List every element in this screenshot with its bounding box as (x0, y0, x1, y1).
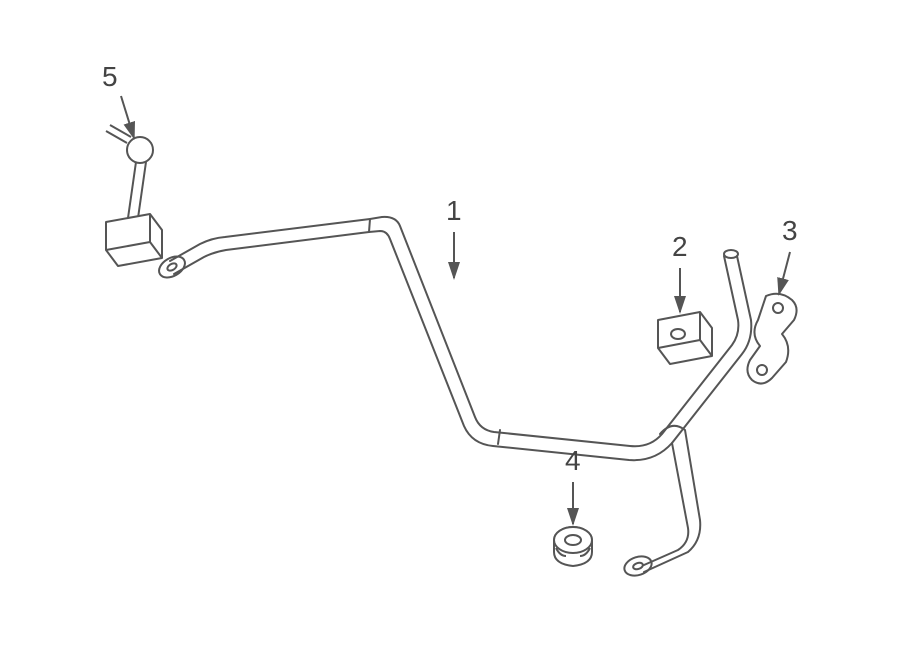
callout-2: 2 (672, 231, 688, 312)
callout-5: 5 (102, 61, 134, 138)
part-nut (554, 527, 592, 566)
callout-2-label: 2 (672, 231, 688, 262)
part-bracket (747, 294, 796, 384)
callout-3-label: 3 (782, 215, 798, 246)
parts-diagram: 1 2 3 4 5 (0, 0, 900, 661)
callout-4: 4 (565, 445, 581, 524)
callout-3: 3 (779, 215, 798, 294)
part-bushing (658, 312, 712, 364)
callout-1: 1 (446, 195, 462, 278)
callout-5-label: 5 (102, 61, 118, 92)
callouts: 1 2 3 4 5 (102, 61, 798, 524)
callout-4-label: 4 (565, 445, 581, 476)
callout-1-label: 1 (446, 195, 462, 226)
part-link (106, 125, 162, 266)
